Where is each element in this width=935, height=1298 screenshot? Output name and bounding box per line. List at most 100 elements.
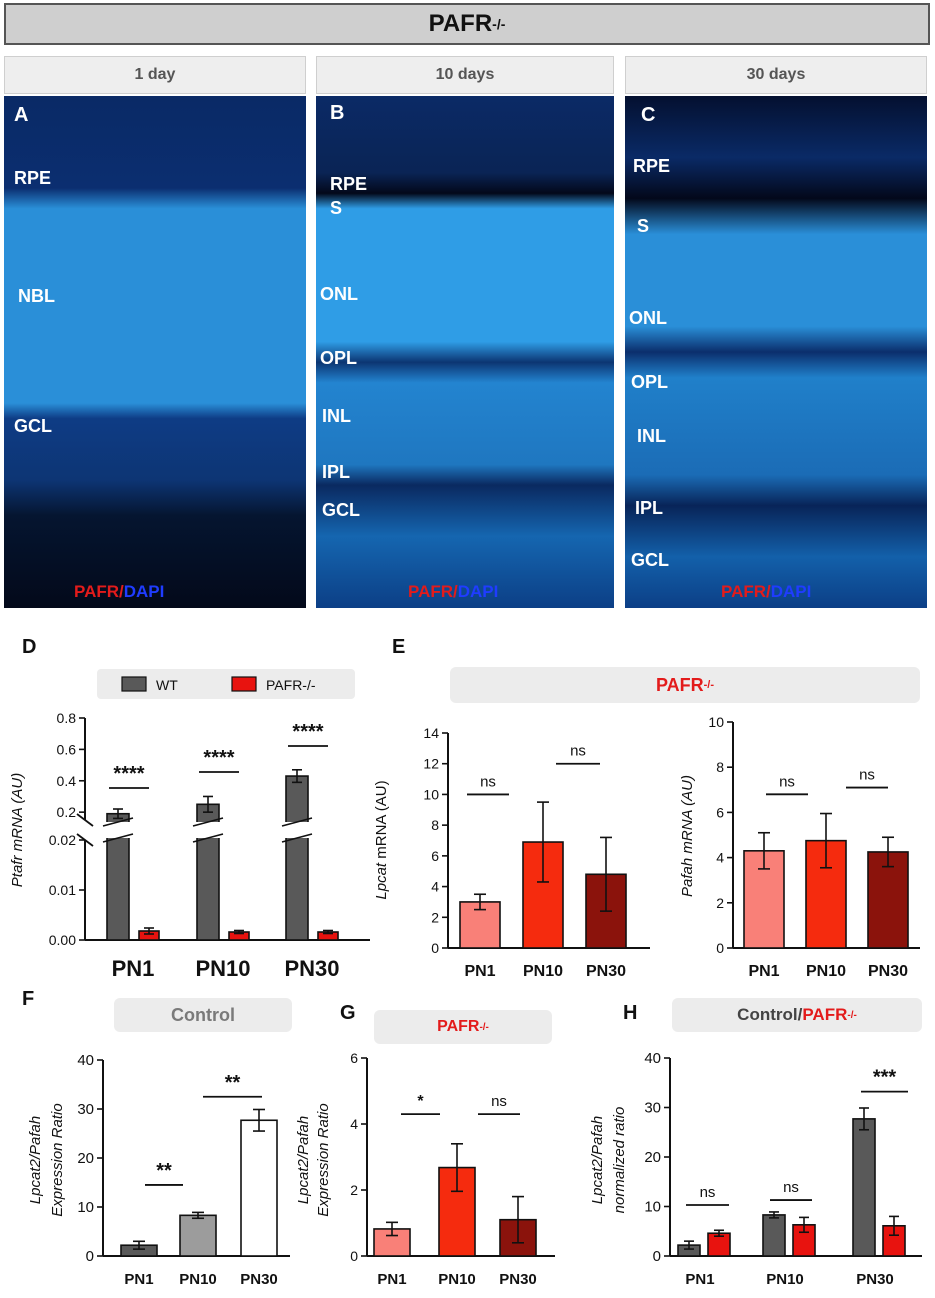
d-bar-break-mark — [192, 833, 224, 843]
figure-title-sup: -/- — [492, 16, 506, 32]
h-ytick-label: 0 — [653, 1248, 661, 1265]
e2-ytick-label: 8 — [716, 759, 724, 775]
badge-h-sup: -/- — [847, 1009, 857, 1021]
d-xtick-label: PN1 — [112, 956, 155, 981]
h-ytick-label: 10 — [644, 1199, 661, 1216]
e1-ytick-label: 6 — [431, 848, 439, 864]
layer-label: GCL — [14, 416, 52, 436]
f-ytick-label: 30 — [77, 1101, 94, 1118]
legend-swatch-wt — [121, 676, 147, 692]
stain-blue: DAPI — [770, 582, 812, 601]
h-xtick-label: PN1 — [685, 1271, 714, 1288]
d-sig-label: **** — [113, 763, 144, 785]
panel-letter-e: E — [392, 636, 406, 658]
d-ytick-label: 0.8 — [57, 710, 77, 726]
g-ytick-label: 6 — [350, 1050, 358, 1066]
micrograph-a-image — [4, 96, 306, 608]
layer-label: OPL — [631, 372, 669, 392]
legend-box — [97, 669, 355, 699]
panel-letter-h: H — [623, 1002, 638, 1024]
e1-ytick-label: 0 — [431, 940, 439, 956]
legend-label-ko: PAFR-/- — [266, 677, 316, 693]
layer-label: RPE — [633, 156, 671, 176]
d-bar-break — [284, 822, 310, 838]
stain-label: PAFR/DAPI — [721, 582, 811, 602]
h-sig-label: ns — [783, 1179, 799, 1196]
time-label-b-text: 10 days — [435, 66, 495, 83]
micrograph-c-letter: C — [641, 104, 656, 126]
micrograph-c: C RPE S ONL OPL INL IPL GCL PAFR/DAPI — [625, 96, 927, 608]
e1-ytick-label: 4 — [431, 879, 439, 895]
badge-f-text: Control — [171, 1004, 235, 1025]
time-label-a-text: 1 day — [134, 66, 176, 83]
layer-label: OPL — [320, 348, 358, 368]
stain-sep: / — [119, 582, 124, 601]
micrograph-a-letter: A — [14, 104, 29, 126]
f-ylabel-1: Lpcat2/Pafah — [27, 1116, 44, 1204]
micrograph-b-letter: B — [330, 102, 345, 124]
panel-letter-g: G — [340, 1002, 356, 1024]
stain-red: PAFR — [721, 582, 767, 601]
axis-break-mark — [76, 813, 94, 827]
badge-e-text: PAFR — [655, 674, 704, 695]
layer-label: ONL — [320, 284, 358, 304]
stain-blue: DAPI — [123, 582, 165, 601]
h-ytick-label: 30 — [644, 1100, 661, 1117]
d-ytick-label: 0.2 — [57, 804, 77, 820]
g-ylabel-2: Expression Ratio — [315, 1103, 332, 1216]
layer-label: INL — [322, 406, 351, 426]
badge-g-sup: -/- — [479, 1021, 489, 1033]
layer-label: RPE — [14, 168, 52, 188]
g-xtick-label: PN30 — [499, 1271, 537, 1288]
e2-ylabel: Pafah mRNA (AU) — [679, 775, 696, 897]
f-xtick-label: PN30 — [240, 1271, 278, 1288]
h-xtick-label: PN30 — [856, 1271, 894, 1288]
f-ytick-label: 40 — [77, 1052, 94, 1069]
stain-red: PAFR — [408, 582, 454, 601]
micrograph-a: A RPE NBL GCL PAFR/DAPI — [4, 96, 306, 608]
badge-f: Control — [114, 998, 292, 1032]
g-sig-label: * — [417, 1093, 424, 1110]
f-xtick-label: PN1 — [124, 1271, 153, 1288]
layer-label: S — [637, 216, 650, 236]
e1-sig-label: ns — [570, 743, 586, 760]
figure-title-bar: PAFR -/- — [4, 3, 930, 45]
h-ytick-label: 40 — [644, 1050, 661, 1067]
d-bar-break-mark — [281, 817, 313, 827]
stain-blue: DAPI — [457, 582, 499, 601]
e1-xtick-label: PN1 — [464, 963, 495, 980]
layer-label: INL — [637, 426, 666, 446]
micrograph-b-image — [316, 96, 614, 608]
d-ytick-label: 0.00 — [49, 932, 76, 948]
e1-xtick-label: PN10 — [523, 963, 563, 980]
time-label-c-text: 30 days — [746, 66, 806, 83]
f-sig-label: ** — [156, 1160, 172, 1182]
h-sig-label: *** — [873, 1067, 897, 1089]
d-bar-break-mark — [281, 833, 313, 843]
h-ytick-label: 20 — [644, 1149, 661, 1166]
stain-red: PAFR — [74, 582, 120, 601]
layer-label: S — [330, 198, 343, 218]
g-xtick-label: PN1 — [377, 1271, 406, 1288]
h-ylabel-2: normalized ratio — [611, 1107, 628, 1214]
e1-ylabel: Lpcat mRNA (AU) — [373, 780, 390, 899]
h-ylabel-1: Lpcat2/Pafah — [589, 1116, 606, 1204]
e1-ytick-label: 10 — [423, 786, 439, 802]
e2-xtick-label: PN1 — [748, 963, 779, 980]
e2-bar — [867, 851, 909, 949]
badge-g-text: PAFR — [437, 1018, 480, 1035]
d-sig-label: **** — [203, 747, 234, 769]
e1-ytick-label: 14 — [423, 725, 439, 741]
d-bar-break-mark — [102, 817, 134, 827]
e2-xtick-label: PN30 — [868, 963, 908, 980]
g-ytick-label: 4 — [350, 1116, 358, 1132]
panel-letter-f: F — [22, 988, 35, 1010]
d-xtick-label: PN30 — [284, 956, 339, 981]
f-ylabel-2: Expression Ratio — [49, 1103, 66, 1216]
h-sig-label: ns — [700, 1184, 716, 1201]
e2-sig-label: ns — [859, 767, 875, 784]
e2-xtick-label: PN10 — [806, 963, 846, 980]
g-ylabel-1: Lpcat2/Pafah — [295, 1116, 312, 1204]
layer-label: GCL — [631, 550, 669, 570]
time-label-c: 30 days — [625, 56, 927, 94]
